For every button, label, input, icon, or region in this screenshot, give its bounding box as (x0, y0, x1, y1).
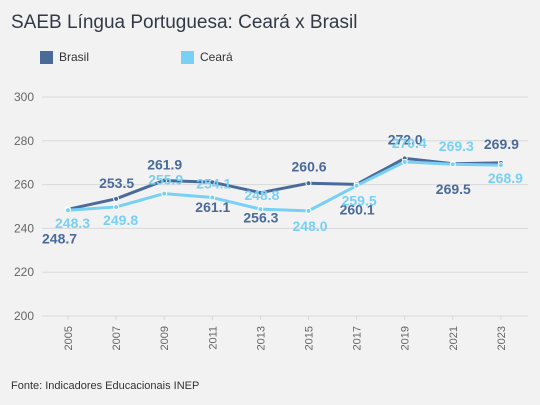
legend-item-brasil[interactable]: Brasil (40, 50, 89, 64)
chart-title: SAEB Língua Portuguesa: Ceará x Brasil (11, 12, 358, 33)
data-label-ceara: 248.8 (244, 187, 279, 203)
data-point (161, 177, 168, 184)
series-line-ceara (67, 160, 501, 213)
data-point (113, 195, 120, 202)
data-labels: 248.7 253.5 261.9 261.1 256.3 260.6 260.1 272.0… (42, 131, 523, 246)
data-label-ceara: 248.0 (293, 218, 328, 234)
data-label-brasil: 272.0 (388, 131, 423, 147)
data-point (449, 161, 456, 168)
y-tick-label: 220 (14, 265, 34, 279)
data-label-brasil: 269.9 (484, 136, 519, 152)
x-tick-label: 2011 (207, 326, 219, 350)
data-point (65, 207, 71, 214)
data-label-brasil: 261.9 (147, 156, 182, 172)
legend: Brasil Ceará (40, 50, 340, 66)
legend-swatch-brasil (40, 50, 53, 64)
y-tick-label: 300 (14, 90, 34, 104)
data-point (257, 189, 264, 196)
series-lines (65, 155, 504, 214)
x-tick-label: 2015 (304, 326, 316, 350)
x-tick-label: 2005 (63, 326, 75, 350)
x-tick-label: 2023 (496, 326, 508, 350)
y-tick-label: 260 (14, 178, 34, 192)
data-point (305, 207, 312, 214)
data-label-ceara: 255.9 (148, 172, 183, 188)
x-tick-label: 2009 (159, 326, 171, 350)
data-label-ceara: 254.1 (196, 176, 231, 192)
data-point (497, 162, 504, 169)
y-axis-ticks: 300 280 260 240 220 200 (14, 90, 34, 323)
data-point (257, 206, 264, 213)
legend-swatch-ceara (181, 50, 194, 64)
data-label-brasil: 256.3 (243, 210, 278, 226)
legend-label-ceara: Ceará (200, 50, 233, 64)
x-axis-ticks: 2005 2007 2009 2011 2013 2015 2017 2019 2021 2023 (63, 316, 508, 350)
data-label-ceara: 269.3 (439, 138, 474, 154)
grid (42, 96, 528, 317)
source-note: Fonte: Indicadores Educacionais INEP (11, 380, 200, 392)
legend-item-ceara[interactable]: Ceará (181, 50, 233, 64)
data-point (209, 194, 216, 201)
data-point (353, 182, 360, 189)
x-tick-label: 2017 (352, 326, 364, 350)
data-point (401, 158, 408, 165)
data-label-ceara: 249.8 (103, 212, 138, 228)
data-label-brasil: 261.1 (195, 199, 230, 215)
x-tick-label: 2007 (111, 326, 123, 350)
y-tick-label: 200 (14, 309, 34, 323)
y-tick-label: 240 (14, 221, 34, 235)
data-label-ceara: 268.9 (488, 170, 523, 186)
x-tick-label: 2013 (255, 326, 267, 350)
data-label-brasil: 269.5 (436, 181, 471, 197)
data-label-brasil: 260.6 (292, 158, 327, 174)
data-label-ceara: 270.4 (392, 135, 427, 151)
data-label-brasil: 253.5 (99, 175, 134, 191)
data-label-ceara: 248.3 (55, 215, 90, 231)
data-label-brasil: 248.7 (42, 230, 77, 246)
data-label-brasil: 260.1 (340, 201, 375, 217)
x-tick-label: 2021 (448, 326, 460, 350)
data-point (161, 190, 168, 197)
data-point (305, 180, 312, 187)
x-tick-label: 2019 (400, 326, 412, 350)
data-point (209, 179, 216, 186)
data-point (113, 203, 120, 210)
series-line-brasil (67, 156, 501, 211)
data-label-ceara: 259.5 (342, 193, 377, 209)
legend-label-brasil: Brasil (59, 50, 90, 64)
y-tick-label: 280 (14, 134, 34, 148)
